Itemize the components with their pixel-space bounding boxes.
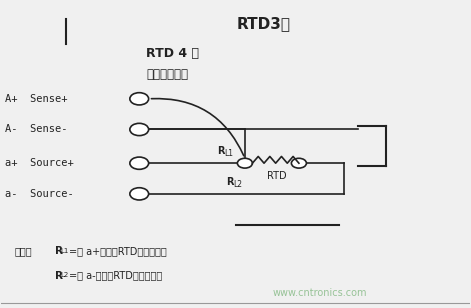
Text: A+  Sense+: A+ Sense+ xyxy=(5,94,68,104)
Circle shape xyxy=(130,93,149,105)
Text: www.cntronics.com: www.cntronics.com xyxy=(273,288,367,298)
Text: A-  Sense-: A- Sense- xyxy=(5,124,68,135)
Text: R: R xyxy=(217,146,224,156)
Circle shape xyxy=(130,157,149,169)
Circle shape xyxy=(130,123,149,136)
Text: =从 a-端子到RTD的导线电阻: =从 a-端子到RTD的导线电阻 xyxy=(69,270,162,281)
Text: RTD3线: RTD3线 xyxy=(236,16,291,31)
Text: a-  Source-: a- Source- xyxy=(5,189,74,199)
Text: a+  Source+: a+ Source+ xyxy=(5,158,74,168)
Text: 注意：: 注意： xyxy=(15,246,32,256)
Circle shape xyxy=(237,158,252,168)
Text: R: R xyxy=(226,177,234,187)
Text: L1: L1 xyxy=(60,248,69,253)
Circle shape xyxy=(292,158,307,168)
Text: L2: L2 xyxy=(233,180,242,189)
Text: R: R xyxy=(55,270,63,281)
Text: RTD: RTD xyxy=(267,171,286,181)
Text: L2: L2 xyxy=(60,272,69,278)
Text: =从 a+端子到RTD的导线电阻: =从 a+端子到RTD的导线电阻 xyxy=(69,246,167,256)
Text: RTD 4 线: RTD 4 线 xyxy=(146,47,199,60)
Circle shape xyxy=(130,188,149,200)
Text: （精度最高）: （精度最高） xyxy=(146,68,188,81)
Text: L1: L1 xyxy=(224,149,233,158)
Text: R: R xyxy=(55,246,63,256)
